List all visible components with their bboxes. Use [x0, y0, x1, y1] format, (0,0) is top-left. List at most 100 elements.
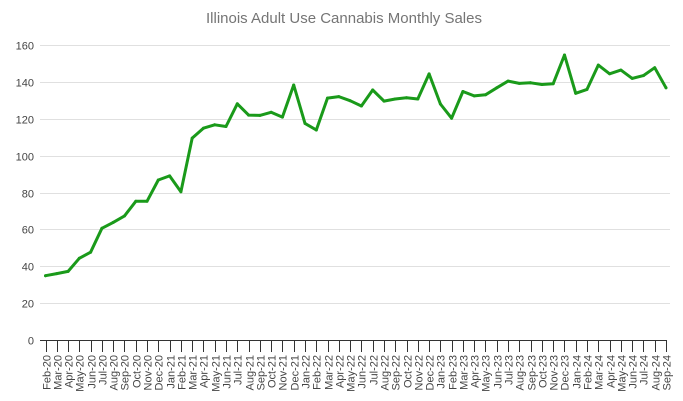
data-point [653, 66, 657, 70]
data-point [100, 226, 104, 230]
x-tick-label: Mar-21 [188, 355, 200, 390]
data-point [303, 121, 307, 125]
x-tick-label: Oct-23 [538, 355, 550, 388]
x-tick-label: Aug-20 [109, 355, 121, 390]
data-point [314, 128, 318, 132]
x-tick-label: Sep-22 [391, 355, 403, 390]
data-point [484, 93, 487, 97]
data-point [450, 116, 454, 120]
x-tick-label: Sep-23 [527, 355, 539, 390]
x-tick-label: Nov-22 [414, 355, 426, 390]
data-point [66, 269, 70, 273]
data-point [179, 190, 183, 194]
x-tick-label: Oct-20 [132, 355, 144, 388]
x-tick-label: Jan-24 [572, 355, 584, 389]
y-tick-label: 120 [16, 115, 34, 127]
x-tick-label: Mar-20 [53, 355, 65, 390]
x-tick-label: May-23 [481, 355, 493, 392]
x-tick-label: Aug-22 [380, 355, 392, 390]
y-tick-label: 40 [22, 262, 34, 274]
x-tick-label: Sep-24 [662, 355, 674, 390]
data-point [427, 72, 431, 76]
x-tick-label: Jun-23 [493, 355, 505, 389]
data-point [664, 86, 668, 90]
data-point [269, 110, 273, 114]
x-tick-label: Aug-23 [515, 355, 527, 390]
data-point [123, 214, 126, 218]
x-tick-label: Mar-23 [459, 355, 471, 390]
x-tick-label: Mar-24 [594, 355, 606, 390]
x-tick-label: May-21 [211, 355, 223, 392]
x-tick-label: Aug-21 [245, 355, 257, 390]
data-point [472, 94, 476, 98]
data-point [55, 272, 59, 276]
data-point [371, 88, 375, 92]
gridlines [40, 45, 670, 304]
x-tick-label: Jul-20 [98, 355, 110, 385]
x-tick-label: Apr-21 [199, 355, 211, 388]
data-point [574, 91, 578, 95]
x-tick-label: Sep-21 [256, 355, 268, 390]
x-tick-label: Oct-21 [267, 355, 279, 388]
data-point [280, 115, 284, 119]
data-point [438, 102, 442, 106]
data-point [235, 102, 239, 106]
data-point [608, 72, 612, 76]
y-tick-label: 160 [16, 41, 34, 53]
data-point [156, 178, 160, 182]
x-tick-label: Jan-23 [436, 355, 448, 389]
data-point [495, 86, 499, 90]
data-point [416, 97, 420, 101]
data-point [190, 136, 194, 140]
data-point [563, 53, 566, 57]
x-tick-label: May-22 [346, 355, 358, 392]
x-tick-label: Jun-20 [87, 355, 99, 389]
y-tick-label: 80 [22, 189, 34, 201]
x-tick-label: Sep-20 [120, 355, 132, 390]
y-tick-label: 0 [28, 336, 34, 348]
series-layer [44, 53, 668, 278]
data-point [405, 96, 408, 100]
data-point [134, 199, 138, 203]
data-point [292, 83, 296, 87]
y-tick-label: 140 [16, 78, 34, 90]
data-point [145, 199, 149, 203]
data-point [201, 126, 205, 130]
y-axis: 0 20 40 60 80 100 120 140 160 [16, 41, 34, 348]
data-point [540, 83, 544, 86]
data-point [529, 81, 533, 85]
chart-title: Illinois Adult Use Cannabis Monthly Sale… [206, 10, 482, 27]
data-point [247, 113, 251, 117]
x-tick-label: Nov-20 [143, 355, 155, 390]
x-tick-label: Feb-21 [177, 355, 189, 390]
data-point [517, 81, 521, 85]
data-point [89, 250, 93, 254]
x-tick-label: Jul-21 [233, 355, 245, 385]
x-tick-label: Feb-23 [448, 355, 460, 390]
data-point [213, 123, 217, 127]
data-point [348, 99, 352, 103]
data-point [382, 99, 386, 103]
x-tick-label: May-20 [75, 355, 87, 392]
x-tick-label: Feb-24 [583, 355, 595, 390]
data-point [77, 256, 81, 260]
x-tick-label: Dec-20 [154, 355, 166, 390]
x-tick-label: Jun-24 [628, 355, 640, 389]
x-tick-label: Apr-22 [335, 355, 347, 388]
x-axis: Feb-20 Mar-20 Apr-20 May-20 Jun-20 Jul-20 Aug-… [40, 340, 674, 392]
x-tick-label: Apr-24 [606, 355, 618, 388]
data-point [461, 90, 465, 93]
data-point [359, 104, 363, 108]
x-tick-label: Jun-22 [357, 355, 369, 389]
data-point [224, 125, 228, 128]
data-point [551, 82, 555, 86]
data-point [596, 63, 600, 67]
x-tick-label: Apr-20 [64, 355, 76, 388]
x-tick-label: Jul-22 [369, 355, 381, 385]
y-tick-label: 100 [16, 152, 34, 164]
x-tick-label: Feb-20 [42, 355, 54, 390]
x-tick-label: Nov-21 [278, 355, 290, 390]
x-tick-label: Apr-23 [470, 355, 482, 388]
x-tick-label: Jan-21 [166, 355, 178, 389]
